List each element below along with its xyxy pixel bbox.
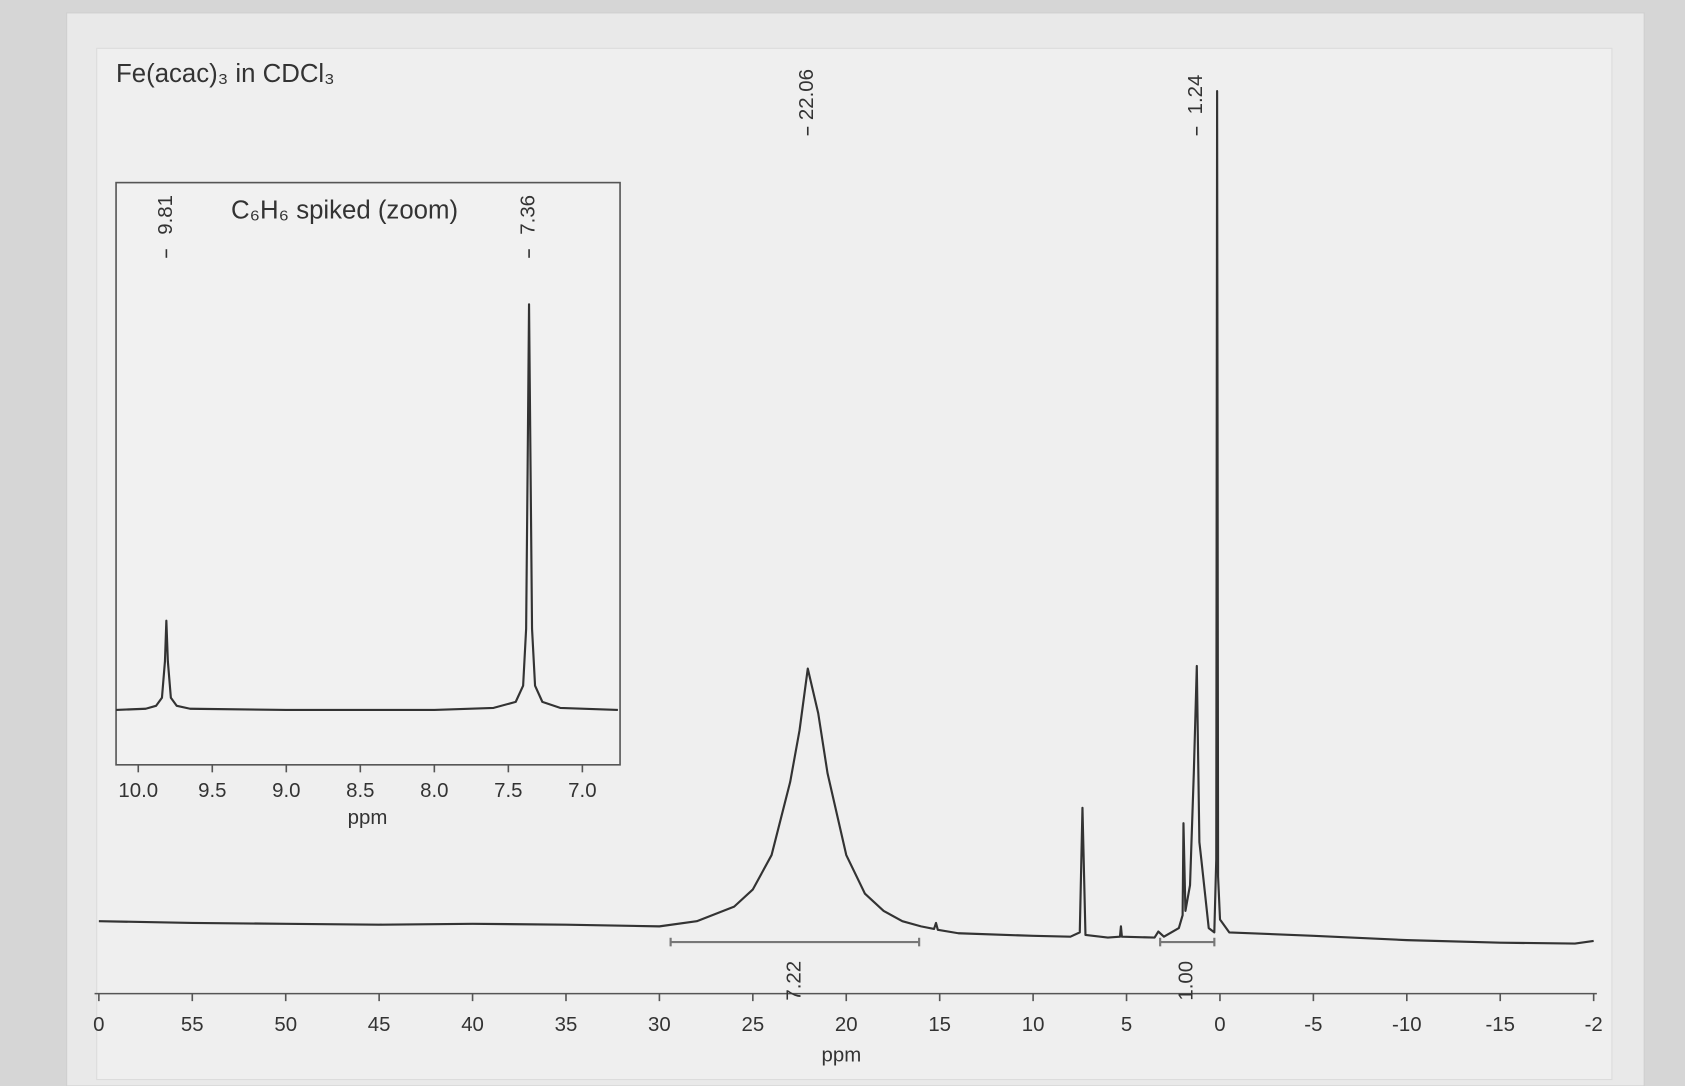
x-tick-label: 8.0 [420, 780, 448, 802]
x-tick-label: -5 [1304, 1014, 1322, 1036]
peak-label: 1.24 [1185, 75, 1207, 115]
integral-label: 7.22 [783, 961, 805, 1001]
x-tick-label: 0 [1214, 1014, 1225, 1036]
chart-title: Fe(acac)₃ in CDCl₃ [116, 60, 335, 88]
x-axis-label: ppm [822, 1044, 862, 1066]
peak-label: 9.81 [155, 195, 177, 235]
x-tick-label: -2 [1585, 1014, 1603, 1036]
x-tick-label: 40 [461, 1014, 484, 1036]
integral-label: 1.00 [1176, 961, 1198, 1001]
peak-label: 22.06 [796, 69, 818, 120]
x-tick-label: 30 [648, 1014, 671, 1036]
x-tick-label: 8.5 [346, 780, 374, 802]
x-tick-label: 20 [835, 1014, 858, 1036]
inset-title: C₆H₆ spiked (zoom) [231, 196, 458, 224]
x-tick-label: 0 [93, 1014, 104, 1036]
x-tick-label: 35 [555, 1014, 578, 1036]
x-tick-label: 25 [741, 1014, 764, 1036]
x-tick-label: 10.0 [118, 780, 158, 802]
spectrum-line [116, 303, 618, 712]
x-tick-label: 9.0 [272, 780, 300, 802]
inset-x-axis-label: ppm [348, 807, 388, 829]
x-tick-label: -15 [1485, 1014, 1515, 1036]
x-tick-label: 55 [181, 1014, 204, 1036]
x-tick-label: 7.0 [568, 780, 596, 802]
x-tick-label: 50 [274, 1014, 297, 1036]
spectrum-line [98, 90, 1594, 945]
x-tick-label: 15 [928, 1014, 951, 1036]
x-tick-label: 7.5 [494, 780, 522, 802]
peak-label: 7.36 [517, 195, 539, 235]
x-tick-label: 45 [368, 1014, 391, 1036]
x-tick-label: 9.5 [198, 780, 226, 802]
x-tick-label: 10 [1022, 1014, 1045, 1036]
inset-frame [115, 181, 621, 766]
x-tick-label: 5 [1121, 1014, 1132, 1036]
x-tick-label: -10 [1392, 1014, 1422, 1036]
